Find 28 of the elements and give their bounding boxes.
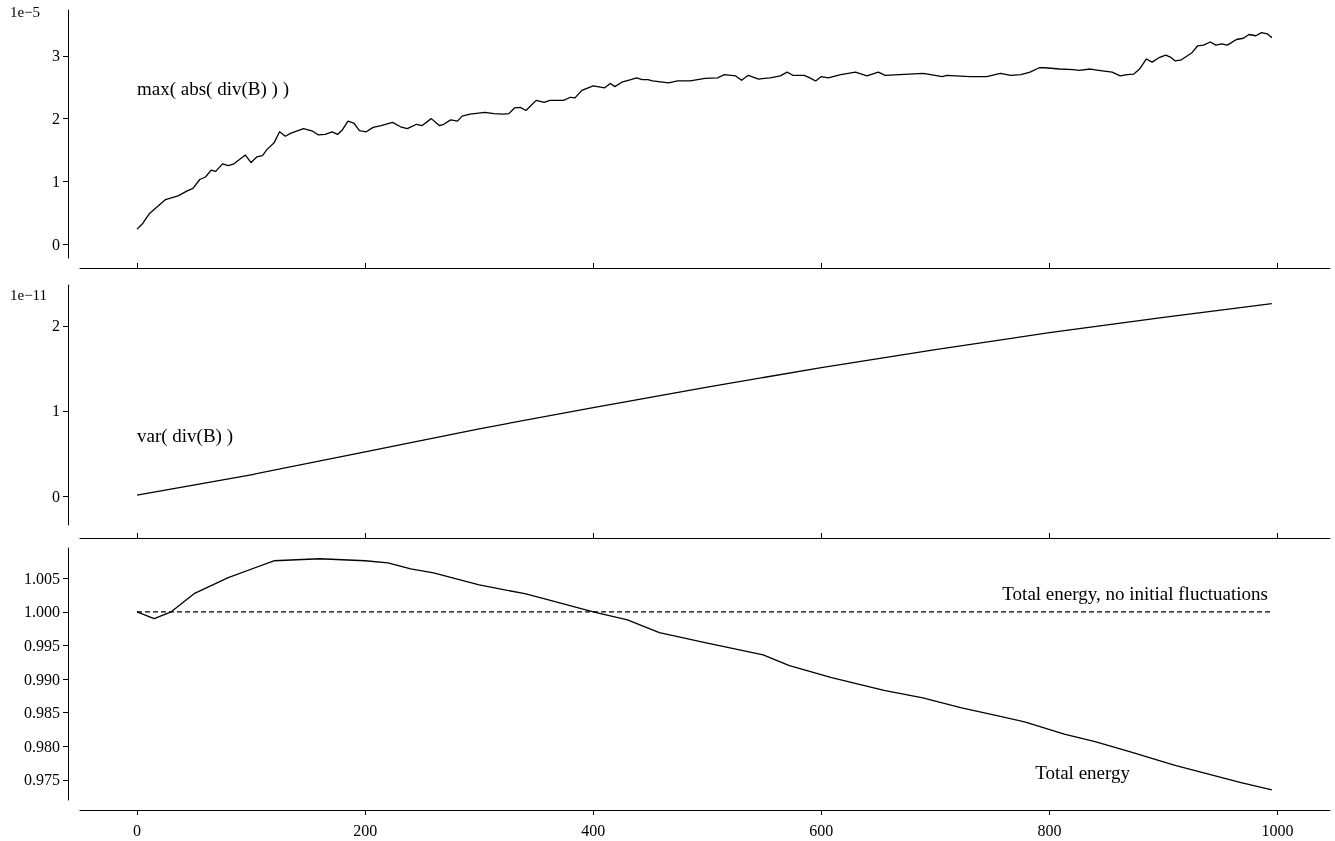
- series-label: var( div(B) ): [137, 424, 234, 447]
- y-tick-label: 1: [52, 172, 60, 190]
- x-tick-label: 200: [353, 821, 378, 839]
- y-tick-label: 0.990: [24, 670, 60, 688]
- y-tick-label: 3: [52, 47, 60, 65]
- y-tick-label: 1.005: [24, 569, 60, 587]
- series-label: Total energy, no initial fluctuations: [1002, 582, 1268, 604]
- series-label: Total energy: [1035, 761, 1131, 783]
- x-tick-label: 0: [133, 821, 142, 839]
- line-series: [136, 303, 1273, 496]
- y-tick-label: 0.995: [24, 636, 60, 654]
- y-tick-label: 1.000: [24, 603, 60, 621]
- x-tick-label: 800: [1037, 821, 1062, 839]
- line-series: [136, 31, 1273, 230]
- x-tick-label: 400: [581, 821, 606, 839]
- x-tick-label: 600: [809, 821, 834, 839]
- y-tick-label: 2: [52, 317, 60, 335]
- y-tick-label: 0: [52, 235, 60, 253]
- y-tick-label: 0.985: [24, 704, 60, 722]
- y-axis-title: 1e−5: [10, 3, 41, 20]
- y-axis-title: 1e−11: [10, 286, 48, 303]
- y-tick-label: 1: [52, 402, 60, 420]
- y-tick-label: 0.980: [24, 737, 60, 755]
- y-tick-label: 0: [52, 487, 60, 505]
- x-tick-label: 1000: [1261, 821, 1294, 839]
- y-tick-label: 2: [52, 110, 60, 128]
- series-label: max( abs( div(B) ) ): [137, 77, 289, 100]
- y-tick-label: 0.975: [24, 771, 60, 789]
